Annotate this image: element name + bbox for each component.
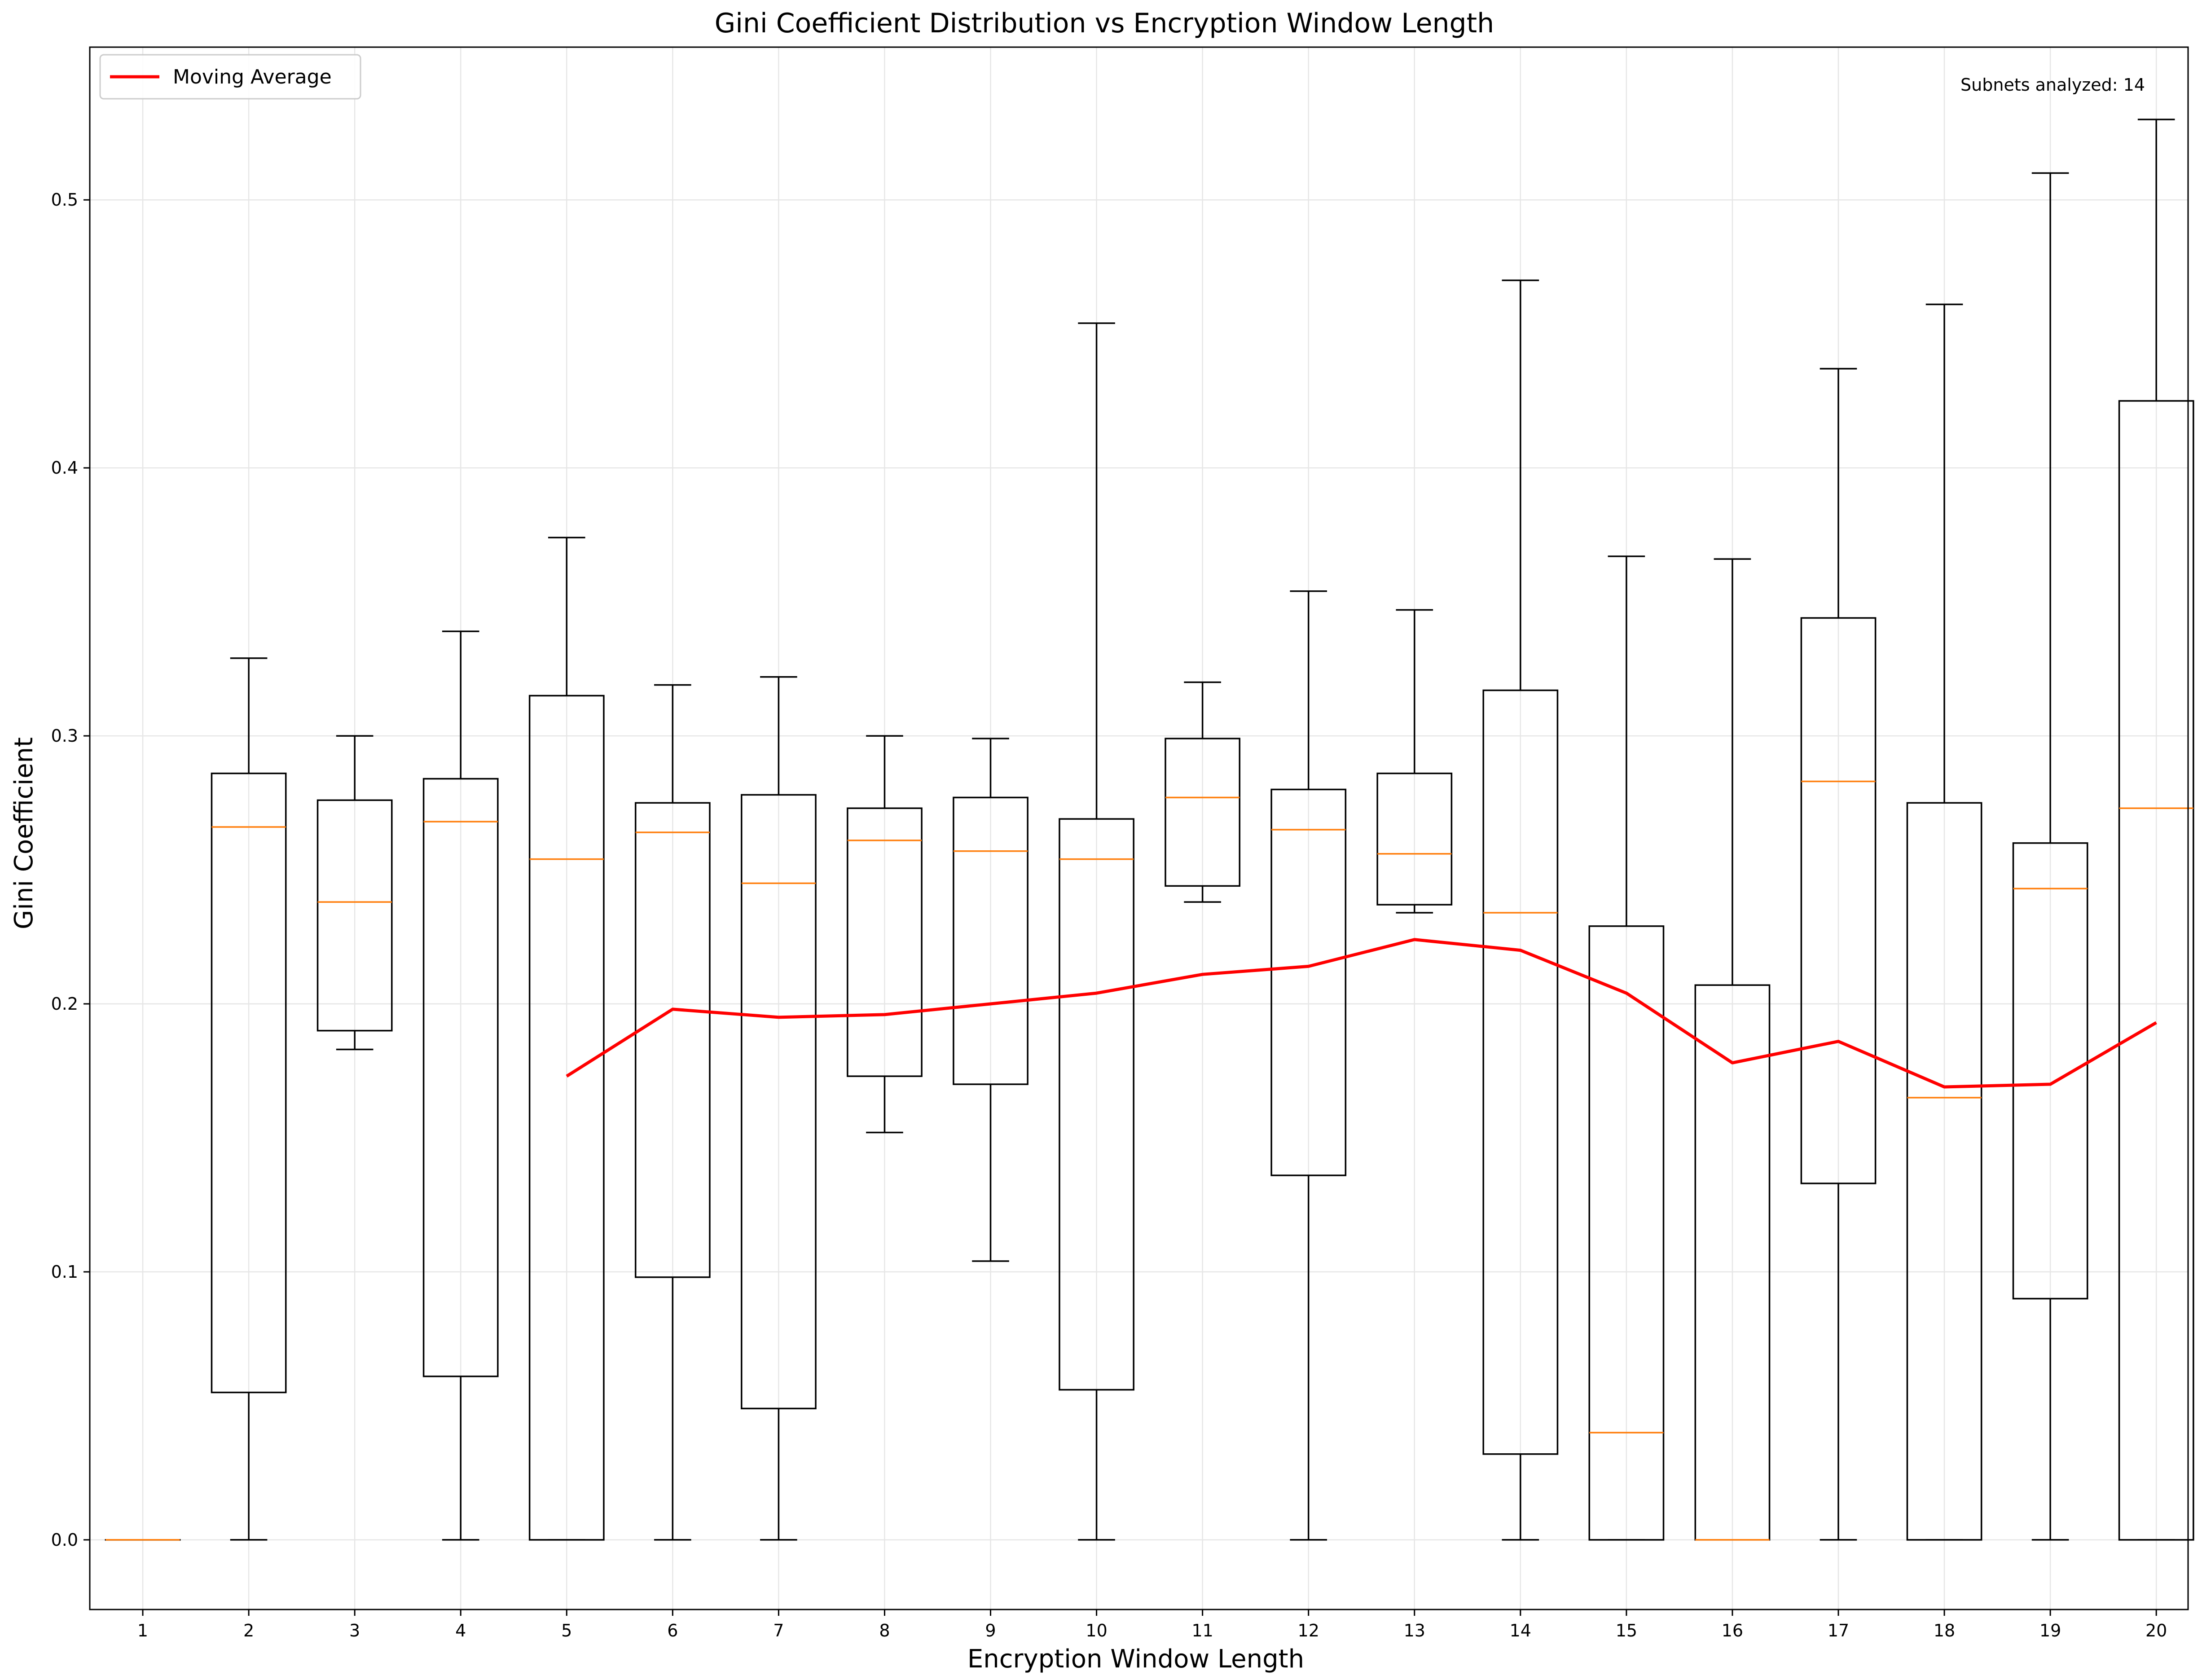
- y-tick-label: 0.5: [51, 190, 78, 210]
- y-axis-label: Gini Coefficient: [9, 737, 39, 929]
- x-tick-label: 20: [2145, 1621, 2167, 1640]
- box-6: [634, 684, 711, 1541]
- plot-frame: [89, 46, 2189, 1610]
- box-3: [316, 735, 393, 1051]
- box-body: [316, 799, 393, 1032]
- box-16: [1694, 558, 1771, 1541]
- legend-label-moving-average: Moving Average: [173, 66, 332, 88]
- x-tick-label: 13: [1404, 1621, 1425, 1640]
- x-tick-label: 17: [1828, 1621, 1849, 1640]
- x-tick-label: 5: [561, 1621, 572, 1640]
- y-tick-label: 0.4: [51, 458, 78, 478]
- chart-title: Gini Coefficient Distribution vs Encrypt…: [715, 8, 1494, 39]
- box-12: [1270, 590, 1347, 1541]
- x-tick-label: 2: [243, 1621, 254, 1640]
- box-11: [1165, 681, 1241, 903]
- box-body: [1588, 925, 1665, 1541]
- box-9: [953, 738, 1028, 1262]
- box-body: [1165, 738, 1241, 887]
- x-tick-label: 16: [1722, 1621, 1743, 1640]
- box-body: [847, 807, 923, 1077]
- x-tick-label: 4: [455, 1621, 466, 1640]
- x-axis-label: Encryption Window Length: [967, 1645, 1304, 1674]
- box-7: [741, 676, 817, 1541]
- ticks: 1 2 3 4 5 6 7 8 9 10 11 12 13 14 15 16 17 18 19 200.00.10.2…: [51, 190, 2167, 1640]
- box-14: [1482, 279, 1559, 1541]
- box-body: [2012, 842, 2088, 1300]
- y-tick-label: 0.0: [51, 1530, 78, 1550]
- box-5: [528, 537, 605, 1541]
- legend: Moving Average: [99, 54, 361, 100]
- box-4: [422, 630, 499, 1541]
- box-body: [1376, 772, 1453, 906]
- box-body: [528, 695, 605, 1541]
- box-body: [953, 796, 1028, 1085]
- x-tick-label: 7: [773, 1621, 784, 1640]
- x-tick-label: 19: [2039, 1621, 2061, 1640]
- box-19: [2012, 172, 2088, 1541]
- moving-average-line: [566, 938, 2157, 1089]
- x-tick-label: 18: [1934, 1621, 1955, 1640]
- box-body: [741, 794, 817, 1410]
- subnets-annotation: Subnets analyzed: 14: [1960, 75, 2145, 95]
- box-10: [1059, 322, 1134, 1541]
- boxes: [105, 119, 2194, 1541]
- y-tick-label: 0.2: [51, 994, 78, 1014]
- box-body: [634, 802, 711, 1278]
- x-tick-label: 6: [667, 1621, 678, 1640]
- box-body: [1059, 818, 1134, 1391]
- box-8: [847, 735, 923, 1134]
- x-tick-label: 12: [1298, 1621, 1319, 1640]
- y-tick-label: 0.1: [51, 1262, 78, 1282]
- box-body: [1906, 802, 1982, 1541]
- moving-average-layer: [566, 938, 2157, 1089]
- box-20: [2118, 119, 2194, 1541]
- box-body: [1482, 689, 1559, 1455]
- x-tick-label: 11: [1191, 1621, 1213, 1640]
- y-tick-label: 0.3: [51, 726, 78, 746]
- x-tick-label: 8: [879, 1621, 890, 1640]
- legend-box: [99, 54, 361, 100]
- x-tick-label: 14: [1510, 1621, 1531, 1640]
- x-tick-label: 15: [1616, 1621, 1637, 1640]
- x-tick-label: 1: [137, 1621, 148, 1640]
- x-tick-label: 3: [349, 1621, 360, 1640]
- box-body: [1800, 617, 1877, 1184]
- box-15: [1588, 555, 1665, 1541]
- x-tick-label: 10: [1086, 1621, 1107, 1640]
- x-tick-label: 9: [985, 1621, 996, 1640]
- box-17: [1800, 368, 1877, 1541]
- box-body: [1270, 788, 1347, 1176]
- box-body: [422, 778, 499, 1377]
- box-18: [1906, 303, 1982, 1541]
- box-body: [211, 772, 287, 1394]
- box-body: [2118, 400, 2194, 1541]
- box-13: [1376, 609, 1453, 914]
- box-2: [211, 657, 287, 1541]
